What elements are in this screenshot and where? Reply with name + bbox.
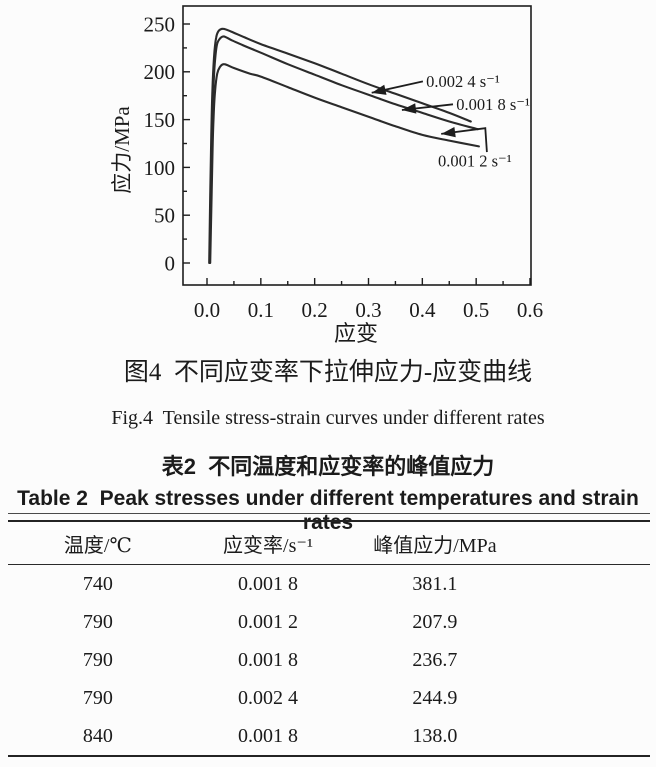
table-body: 温度/℃ 应变率/s⁻¹ 峰值应力/MPa 740 0.001 8 381.1 790 0.0… [8, 520, 650, 757]
y-axis-title: 应力/MPa [110, 106, 134, 194]
cell: 790 [82, 686, 113, 709]
filler-cell [522, 565, 650, 603]
cell: 0.001 2 [238, 610, 298, 633]
table-row: 790 0.001 8 236.7 [8, 641, 650, 679]
cell: 244.9 [412, 686, 458, 709]
strain-rate-label: 0.001 2 s⁻¹ [438, 151, 512, 170]
column-header: 温度/℃ [63, 534, 132, 557]
figure-caption-zh: 图4 不同应变率下拉伸应力-应变曲线 [123, 359, 533, 386]
strain-rate-label: 0.001 8 s⁻¹ [456, 95, 530, 114]
strain-rate-label: 0.002 4 s⁻¹ [426, 72, 500, 91]
cell: 381.1 [412, 572, 458, 595]
x-tick-label: 0.4 [409, 298, 436, 322]
column-header: 应变率/s⁻¹ [223, 534, 313, 557]
cell: 790 [82, 610, 113, 633]
curve-0.001 8 s⁻¹ [208, 35, 479, 265]
plot-border [182, 5, 532, 286]
y-tick-label: 250 [144, 12, 176, 36]
x-tick-label: 0.3 [355, 298, 381, 322]
cell: 207.9 [412, 610, 458, 633]
figure-caption-en: Fig.4 Tensile stress-strain curves under… [111, 407, 545, 429]
y-tick-label: 200 [144, 60, 176, 84]
column-header: 峰值应力/MPa [373, 534, 497, 557]
cell: 0.002 4 [238, 686, 298, 709]
cell: 840 [82, 724, 113, 747]
arrowhead-icon [401, 103, 417, 114]
table-row: 790 0.001 2 207.9 [8, 603, 650, 641]
peak-stress-table: 温度/℃ 应变率/s⁻¹ 峰值应力/MPa 740 0.001 8 381.1 790 0.0… [8, 513, 650, 757]
table-header-row: 温度/℃ 应变率/s⁻¹ 峰值应力/MPa [8, 522, 650, 565]
filler-cell [522, 641, 650, 679]
y-tick-label: 100 [144, 156, 176, 180]
filler-cell [522, 522, 650, 564]
y-tick-label: 50 [154, 204, 175, 228]
filler-cell [522, 679, 650, 717]
cell: 740 [82, 572, 113, 595]
x-tick-label: 0.6 [517, 298, 543, 322]
y-tick-label: 0 [165, 251, 176, 275]
cell: 790 [82, 648, 113, 671]
curve-0.002 4 s⁻¹ [208, 27, 472, 265]
arrowhead-icon [441, 126, 456, 138]
table-row: 840 0.001 8 138.0 [8, 717, 650, 755]
table-row: 790 0.002 4 244.9 [8, 679, 650, 717]
x-tick-label: 0.5 [463, 298, 489, 322]
table-caption-zh: 表2 不同温度和应变率的峰值应力 [161, 454, 495, 479]
table-top-thin-rule [8, 513, 650, 514]
cell: 236.7 [412, 648, 458, 671]
table-row: 740 0.001 8 381.1 [8, 565, 650, 603]
filler-cell [522, 717, 650, 755]
cell: 0.001 8 [238, 724, 298, 747]
arrowhead-icon [371, 84, 387, 95]
filler-cell [522, 603, 650, 641]
table-caption-en: Table 2 Peak stresses under different te… [17, 487, 645, 534]
y-tick-label: 150 [144, 108, 176, 132]
curves [208, 27, 480, 265]
stress-strain-chart: 0.0 0.1 0.2 0.3 0.4 0.5 0.6 0 50 100 150 200 250 0.0… [110, 5, 544, 346]
curve-annotations: 0.002 4 s⁻¹ 0.001 8 s⁻¹ 0.001 2 s⁻¹ [371, 72, 530, 170]
cell: 0.001 8 [238, 572, 298, 595]
cell: 0.001 8 [238, 648, 298, 671]
cell: 138.0 [412, 724, 458, 747]
axis-ticks: 0.0 0.1 0.2 0.3 0.4 0.5 0.6 0 50 100 150 200 250 [144, 12, 544, 322]
x-tick-label: 0.2 [302, 298, 328, 322]
x-tick-label: 0.1 [248, 298, 274, 322]
x-tick-label: 0.0 [194, 298, 220, 322]
x-axis-title: 应变 [334, 321, 378, 346]
leader-line [441, 127, 488, 153]
curve-0.001 2 s⁻¹ [209, 63, 480, 265]
